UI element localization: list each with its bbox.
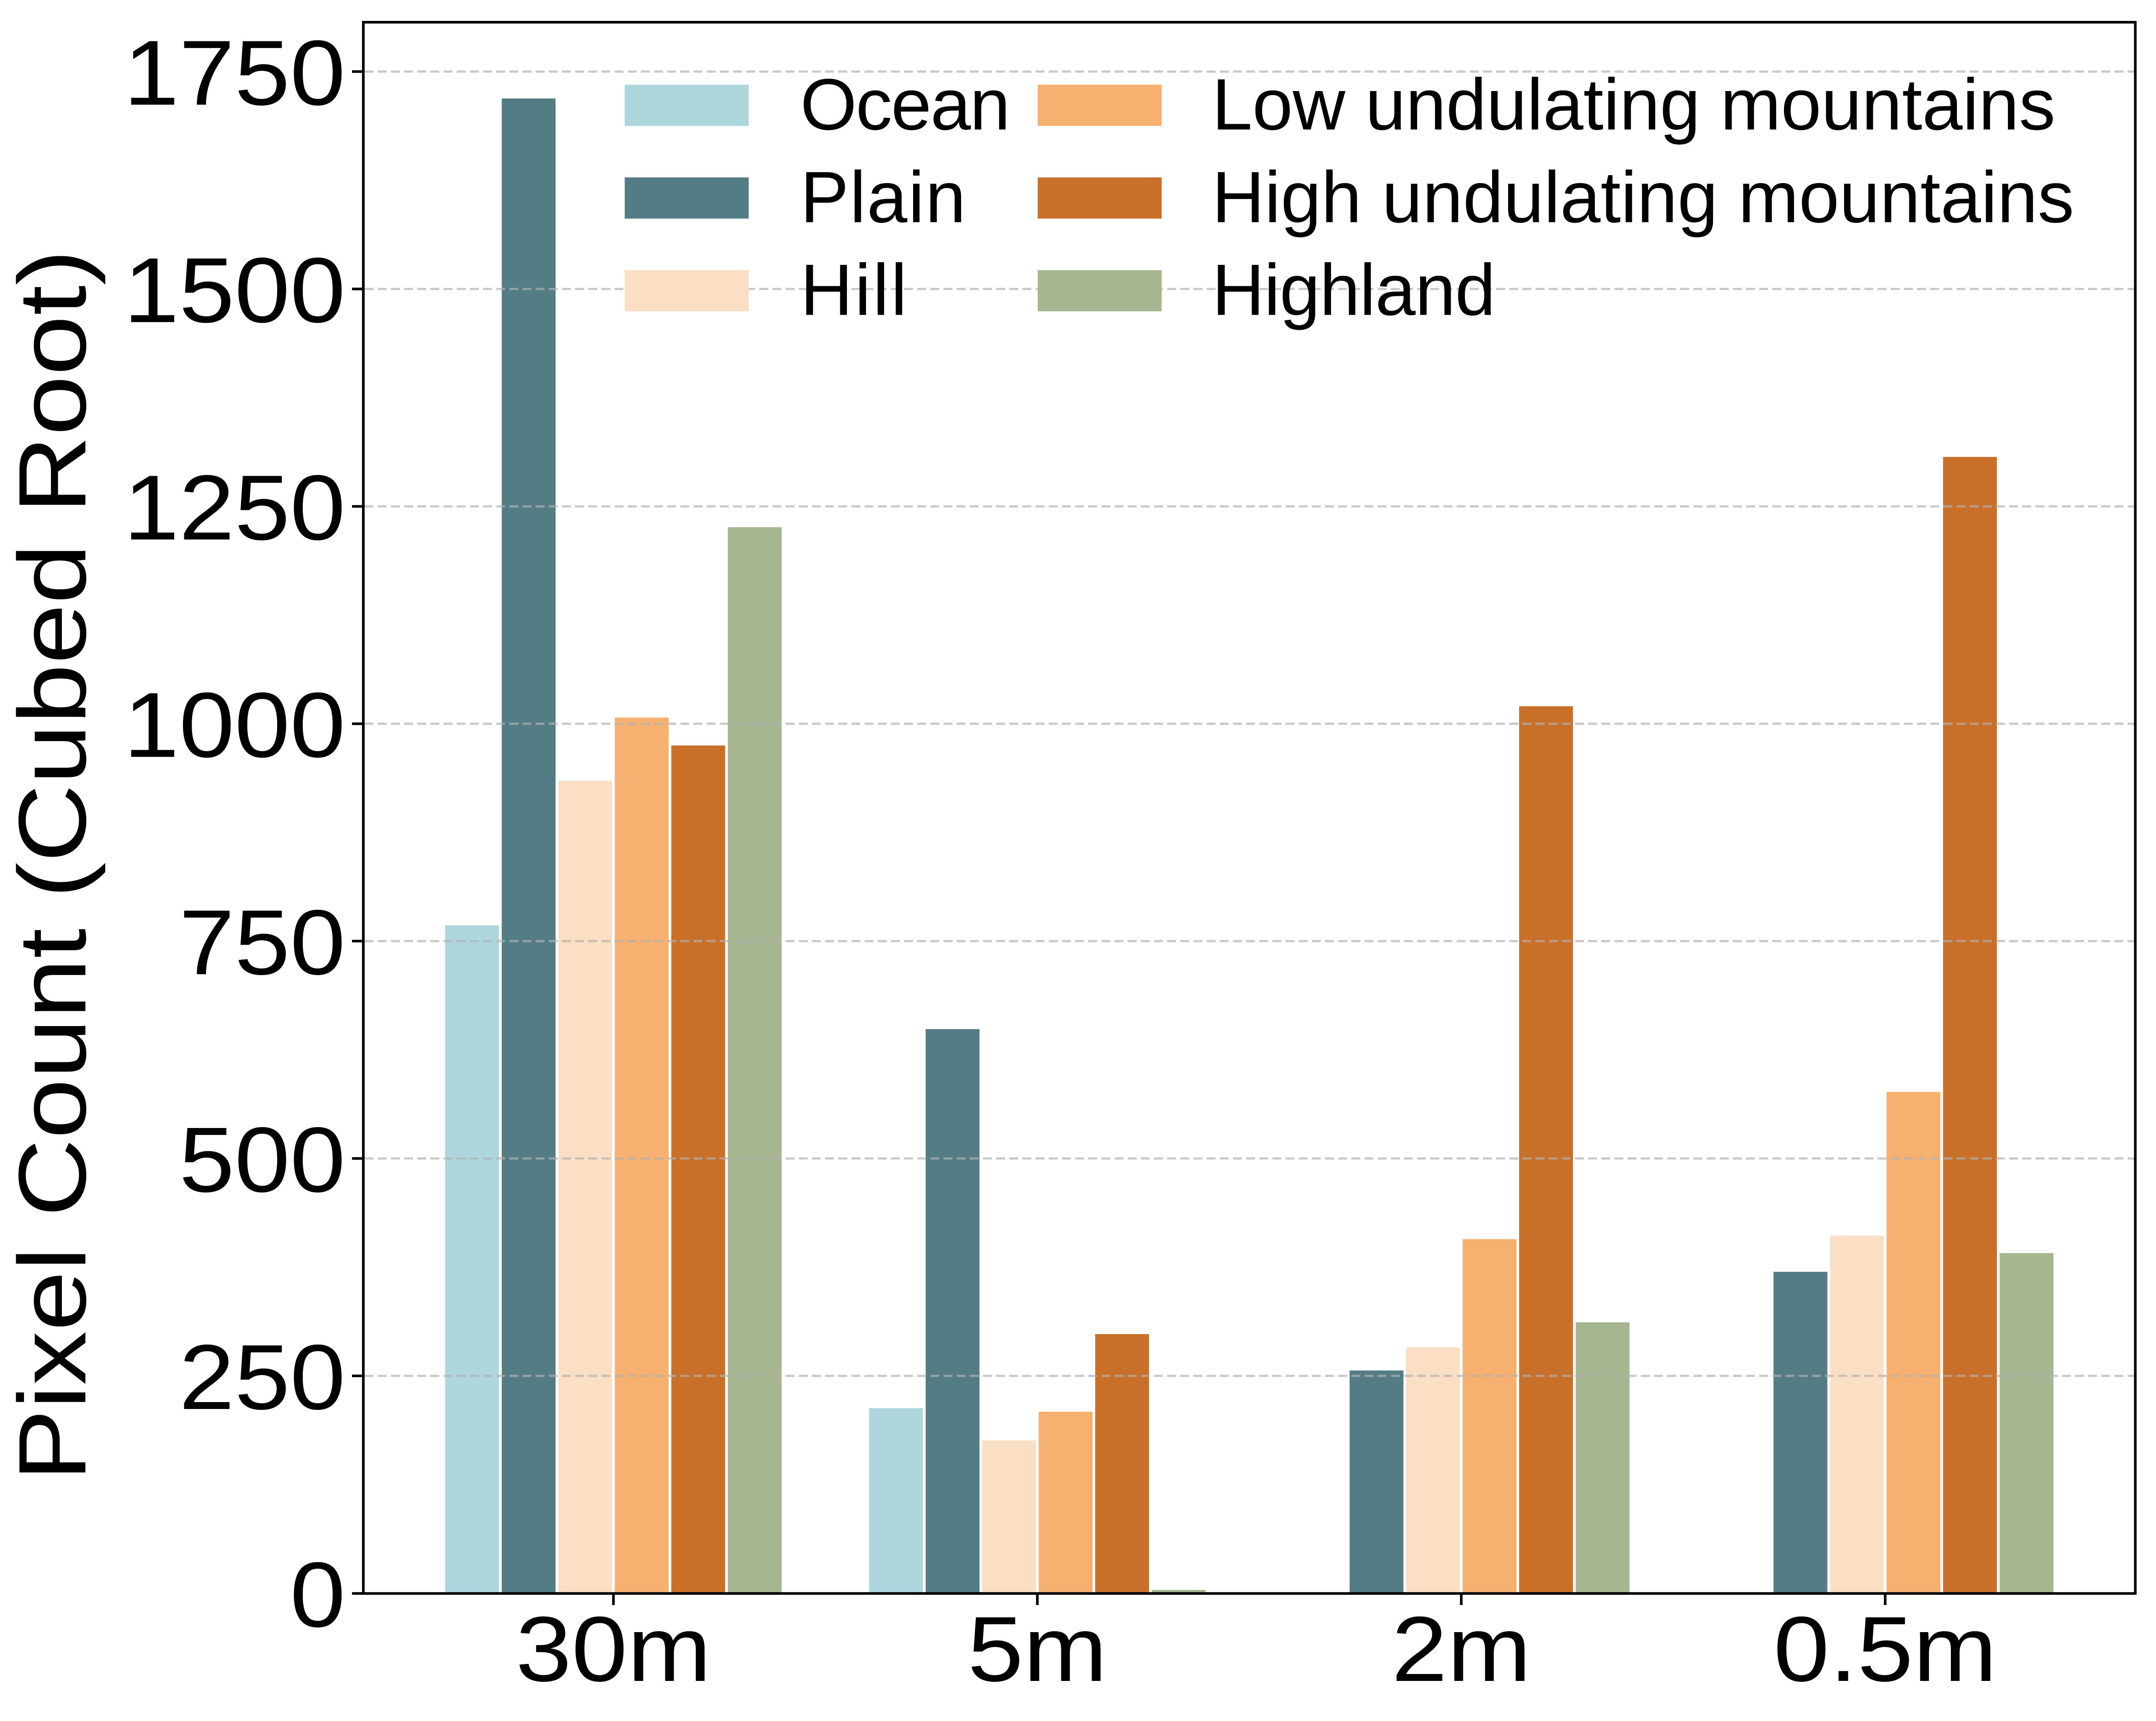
svg-text:500: 500 [179,1108,345,1211]
svg-text:High undulating mountains: High undulating mountains [1212,157,2074,238]
svg-text:1000: 1000 [124,673,345,776]
svg-text:1750: 1750 [124,21,345,124]
svg-text:750: 750 [179,891,345,994]
svg-text:0: 0 [290,1543,345,1646]
svg-text:250: 250 [179,1325,345,1429]
svg-text:Plain: Plain [800,157,966,238]
svg-text:1500: 1500 [124,238,345,342]
svg-text:2m: 2m [1391,1597,1531,1701]
svg-text:0.5m: 0.5m [1774,1597,1997,1701]
svg-text:Ocean: Ocean [800,64,1010,145]
svg-text:1250: 1250 [124,456,345,559]
svg-text:30m: 30m [516,1597,711,1701]
svg-text:Highland: Highland [1212,250,1496,331]
svg-text:Pixel Count (Cubed Root): Pixel Count (Cubed Root) [0,249,106,1481]
svg-text:Low undulating mountains: Low undulating mountains [1212,64,2055,145]
svg-text:5m: 5m [968,1597,1107,1701]
